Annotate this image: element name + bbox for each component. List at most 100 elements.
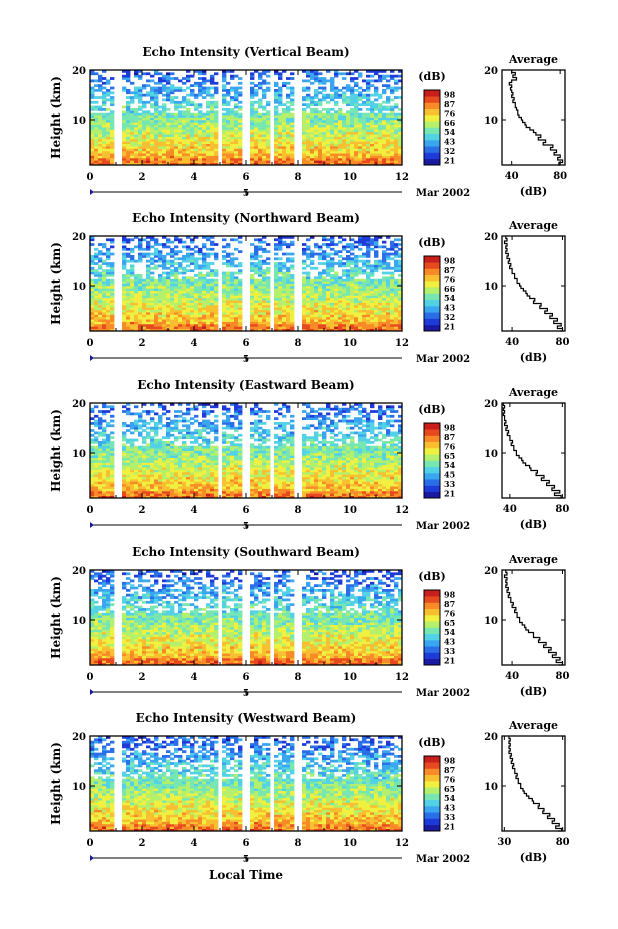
heatmap-cell: [378, 162, 383, 166]
heatmap-cell: [370, 127, 375, 130]
heatmap-cell: [342, 309, 347, 313]
heatmap-cell: [162, 136, 167, 140]
heatmap-cell: [158, 86, 163, 90]
heatmap-cell: [198, 77, 203, 80]
heatmap-cell: [286, 285, 291, 289]
heatmap-cell: [150, 86, 155, 90]
heatmap-cell: [138, 321, 143, 325]
heatmap-cell: [290, 316, 295, 320]
heatmap-cell: [282, 319, 287, 322]
heatmap-cell: [262, 136, 267, 140]
heatmap-cell: [354, 84, 359, 88]
heatmap-cell: [214, 110, 219, 114]
heatmap-cell: [94, 312, 99, 315]
heatmap-cell: [122, 150, 127, 154]
heatmap-cell: [390, 312, 395, 315]
heatmap-cell: [202, 290, 207, 294]
heatmap-cell: [202, 72, 207, 76]
heatmap-cell: [254, 143, 259, 147]
heatmap-cell: [126, 479, 131, 482]
heatmap-cell: [170, 157, 175, 161]
heatmap-cell: [366, 307, 371, 311]
heatmap-cell: [374, 150, 379, 154]
heatmap-cell: [154, 160, 159, 164]
heatmap-cell: [94, 96, 99, 99]
heatmap-cell: [258, 285, 263, 289]
heatmap-cell: [382, 297, 387, 301]
heatmap-cell: [162, 115, 167, 118]
heatmap-cell: [342, 138, 347, 142]
heatmap-cell: [310, 283, 315, 287]
heatmap-cell: [102, 129, 107, 133]
heatmap-cell: [102, 410, 107, 413]
heatmap-cell: [342, 238, 347, 242]
heatmap-cell: [330, 283, 335, 287]
heatmap-cell: [98, 150, 103, 154]
heatmap-cell: [322, 155, 327, 159]
heatmap-cell: [234, 124, 239, 128]
heatmap-cell: [198, 119, 203, 123]
heatmap-cell: [302, 162, 307, 166]
heatmap-cell: [150, 117, 155, 121]
heatmap-cell: [226, 112, 231, 116]
heatmap-cell: [358, 143, 363, 147]
heatmap-cell: [398, 326, 403, 330]
heatmap-cell: [190, 309, 195, 313]
heatmap-cell: [130, 422, 135, 425]
heatmap-cell: [138, 295, 143, 299]
heatmap-cell: [230, 89, 235, 92]
heatmap-cell: [302, 312, 307, 315]
heatmap-cell: [350, 281, 355, 284]
heatmap-cell: [290, 302, 295, 306]
heatmap-cell: [374, 160, 379, 164]
heatmap-cell: [126, 314, 131, 318]
heatmap-cell: [122, 448, 127, 451]
heatmap-cell: [178, 134, 183, 137]
heatmap-cell: [210, 323, 215, 327]
heatmap-cell: [98, 410, 103, 413]
heatmap-cell: [106, 433, 111, 437]
heatmap-cell: [378, 143, 383, 147]
heatmap-cell: [290, 127, 295, 130]
heatmap-cell: [234, 328, 239, 332]
heatmap-cell: [202, 91, 207, 95]
heatmap-cell: [206, 247, 211, 251]
heatmap-cell: [354, 77, 359, 80]
heatmap-cell: [278, 278, 283, 282]
heatmap-cell: [222, 302, 227, 306]
heatmap-cell: [346, 255, 351, 258]
heatmap-cell: [158, 72, 163, 76]
heatmap-cell: [262, 283, 267, 287]
heatmap-cell: [134, 160, 139, 164]
heatmap-cell: [106, 252, 111, 256]
heatmap-cell: [258, 155, 263, 159]
heatmap-cell: [358, 98, 363, 102]
heatmap-cell: [134, 259, 139, 263]
heatmap-cell: [306, 86, 311, 90]
heatmap-cell: [350, 304, 355, 308]
heatmap-cell: [166, 326, 171, 330]
heatmap-cell: [170, 328, 175, 332]
heatmap-cell: [382, 141, 387, 145]
heatmap-cell: [138, 245, 143, 249]
heatmap-cell: [202, 259, 207, 263]
heatmap-cell: [94, 100, 99, 104]
heatmap-cell: [102, 483, 107, 487]
heatmap-cell: [102, 450, 107, 454]
heatmap-cell: [130, 122, 135, 126]
heatmap-cell: [314, 316, 319, 320]
heatmap-cell: [126, 302, 131, 306]
heatmap-cell: [166, 74, 171, 78]
heatmap-cell: [198, 148, 203, 152]
colorbar-tick-label: 76: [444, 274, 456, 284]
heatmap-cell: [106, 457, 111, 461]
heatmap-cell: [186, 295, 191, 299]
heatmap-cell: [394, 295, 399, 299]
heatmap-cell: [302, 119, 307, 123]
heatmap-cell: [386, 326, 391, 330]
heatmap-cell: [106, 115, 111, 118]
heatmap-cell: [206, 148, 211, 152]
heatmap-cell: [250, 300, 255, 303]
heatmap-cell: [146, 290, 151, 294]
heatmap-cell: [202, 150, 207, 154]
